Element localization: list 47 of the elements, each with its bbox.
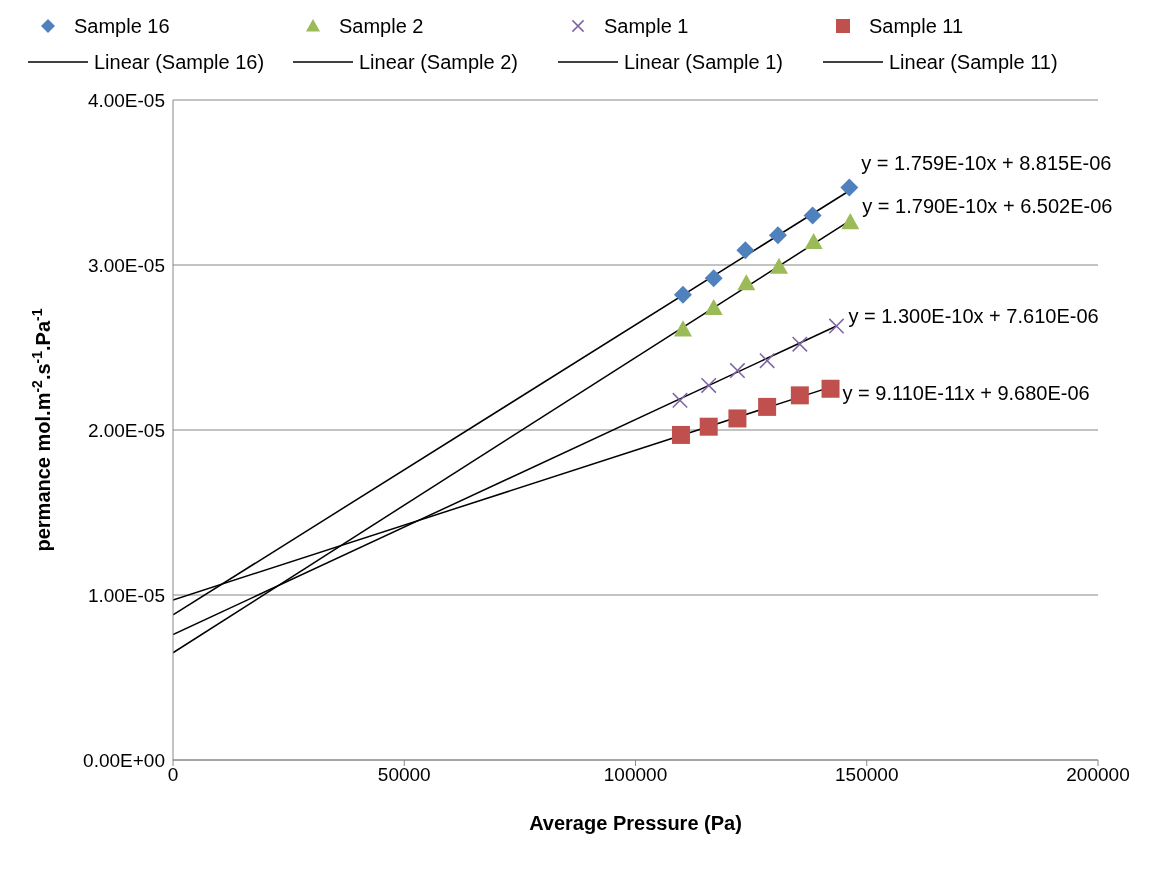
point bbox=[672, 392, 688, 409]
point bbox=[700, 377, 717, 394]
point bbox=[791, 336, 808, 353]
point bbox=[840, 178, 859, 197]
point bbox=[770, 257, 789, 274]
point bbox=[803, 206, 822, 225]
point bbox=[804, 232, 823, 250]
point bbox=[736, 241, 755, 260]
legend-label: Linear (Sample 1) bbox=[624, 50, 783, 74]
legend-label: Sample 11 bbox=[869, 14, 964, 38]
annotation: y = 1.300E-10x + 7.610E-06 bbox=[848, 305, 1099, 328]
point bbox=[768, 226, 787, 245]
legend-label: Linear (Sample 2) bbox=[359, 50, 518, 74]
y-tick-label: 4.00E-05 bbox=[87, 89, 165, 111]
point bbox=[673, 285, 692, 304]
x-tick-label: 100000 bbox=[603, 764, 668, 786]
legend-label: Linear (Sample 11) bbox=[889, 50, 1058, 74]
point bbox=[704, 269, 723, 288]
legend-label: Sample 16 bbox=[74, 14, 170, 38]
annotation: y = 9.110E-11x + 9.680E-06 bbox=[842, 382, 1090, 405]
point bbox=[758, 397, 777, 416]
annotation: y = 1.790E-10x + 6.502E-06 bbox=[862, 195, 1113, 218]
x-tick-label: 0 bbox=[167, 764, 179, 786]
legend-label: Linear (Sample 16) bbox=[94, 50, 265, 74]
legend-label: Sample 2 bbox=[339, 14, 424, 38]
point bbox=[821, 379, 840, 398]
x-axis-title: Average Pressure (Pa) bbox=[529, 812, 742, 834]
point bbox=[759, 352, 776, 369]
x-tick-label: 150000 bbox=[835, 764, 899, 786]
y-tick-label: 3.00E-05 bbox=[87, 254, 165, 276]
point bbox=[828, 318, 845, 334]
x-tick-label: 50000 bbox=[377, 764, 431, 786]
point bbox=[728, 409, 747, 428]
point bbox=[704, 298, 723, 316]
legend-label: Sample 1 bbox=[604, 14, 689, 38]
y-tick-label: 2.00E-05 bbox=[87, 419, 165, 441]
point bbox=[790, 386, 809, 405]
point bbox=[841, 213, 860, 230]
point bbox=[699, 417, 718, 436]
annotation: y = 1.759E-10x + 8.815E-06 bbox=[861, 151, 1112, 174]
y-tick-label: 0.00E+00 bbox=[83, 749, 165, 771]
point bbox=[729, 362, 746, 379]
point bbox=[737, 274, 756, 291]
y-tick-label: 1.00E-05 bbox=[87, 584, 165, 606]
point bbox=[671, 425, 690, 444]
point bbox=[673, 320, 692, 337]
x-tick-label: 200000 bbox=[1066, 764, 1130, 786]
